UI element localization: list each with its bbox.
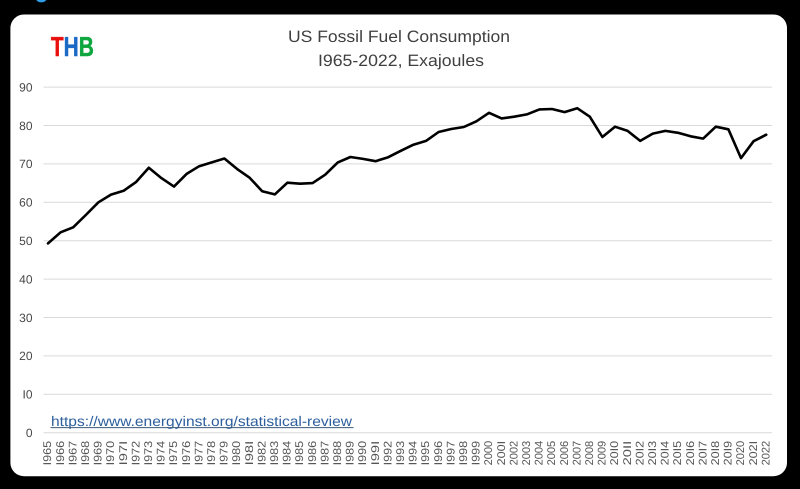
svg-text:I988: I988 [332,441,344,466]
svg-text:I965-2022, Exajoules: I965-2022, Exajoules [318,52,484,70]
svg-text:I995: I995 [420,441,432,466]
svg-text:20I2: 20I2 [634,441,646,466]
svg-text:2003: 2003 [521,441,533,466]
svg-text:I978: I978 [206,441,218,466]
svg-text:THB: THB [51,31,94,62]
svg-text:20I0: 20I0 [609,441,621,466]
svg-text:80: 80 [19,119,33,133]
svg-text:2004: 2004 [534,441,546,466]
svg-text:I98I: I98I [244,441,256,466]
svg-text:I99I: I99I [370,441,382,466]
svg-text:I993: I993 [395,441,407,466]
svg-text:I977: I977 [193,441,205,466]
svg-text:I965: I965 [42,441,54,466]
svg-text:I996: I996 [433,441,445,466]
svg-text:US Fossil Fuel Consumption: US Fossil Fuel Consumption [288,28,510,46]
svg-text:2005: 2005 [546,441,558,466]
svg-text:I969: I969 [93,441,105,466]
svg-text:I987: I987 [319,441,331,466]
svg-text:50: 50 [19,234,33,248]
svg-text:https://www.energyinst.org/sta: https://www.energyinst.org/statistical-r… [51,413,353,429]
svg-text:0: 0 [26,426,33,440]
svg-text:2000: 2000 [483,441,495,466]
svg-text:I973: I973 [143,441,155,466]
svg-text:2008: 2008 [584,441,596,466]
svg-text:I984: I984 [282,441,294,466]
svg-text:2006: 2006 [559,441,571,466]
svg-text:20I8: 20I8 [710,441,722,466]
svg-text:90: 90 [19,80,33,94]
svg-text:200I: 200I [496,441,508,466]
svg-text:I983: I983 [269,441,281,466]
svg-text:2009: 2009 [597,441,609,466]
svg-text:20I3: 20I3 [647,441,659,466]
svg-text:30: 30 [19,311,33,325]
svg-text:I0: I0 [22,388,32,402]
svg-text:I998: I998 [458,441,470,466]
svg-text:I982: I982 [256,441,268,466]
svg-text:I968: I968 [80,441,92,466]
svg-text:I966: I966 [55,441,67,466]
svg-text:I975: I975 [168,441,180,466]
svg-text:20I9: 20I9 [723,441,735,466]
svg-text:70: 70 [19,157,33,171]
svg-text:I974: I974 [156,441,168,466]
svg-text:I976: I976 [181,441,193,466]
svg-text:40: 40 [19,272,33,286]
svg-text:2002: 2002 [508,441,520,466]
svg-text:I980: I980 [231,441,243,466]
svg-text:I97I: I97I [118,441,130,466]
svg-text:20I7: 20I7 [697,441,709,466]
svg-text:I992: I992 [382,441,394,466]
svg-text:I999: I999 [471,441,483,466]
svg-text:I986: I986 [307,441,319,466]
svg-text:20I4: 20I4 [660,441,672,466]
svg-text:2022: 2022 [760,441,772,466]
svg-text:I970: I970 [105,441,117,466]
svg-text:I990: I990 [357,441,369,466]
svg-text:I967: I967 [67,441,79,466]
svg-text:I997: I997 [445,441,457,466]
svg-text:20: 20 [19,349,33,363]
svg-text:60: 60 [19,196,33,210]
svg-text:20I5: 20I5 [672,441,684,466]
svg-text:I985: I985 [294,441,306,466]
svg-text:20II: 20II [622,441,634,466]
svg-text:I994: I994 [408,441,420,466]
svg-text:I979: I979 [219,441,231,466]
svg-text:2007: 2007 [571,441,583,466]
svg-text:I972: I972 [130,441,142,466]
svg-text:I989: I989 [345,441,357,466]
svg-text:20I6: 20I6 [685,441,697,466]
svg-text:202I: 202I [748,441,760,466]
svg-text:2020: 2020 [735,441,747,466]
